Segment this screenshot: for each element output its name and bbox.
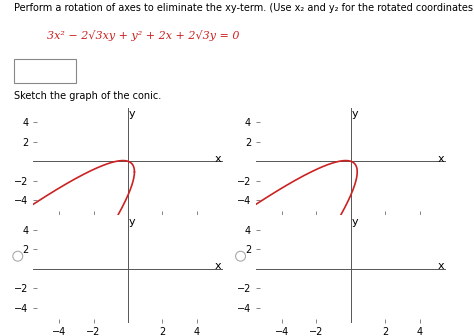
Text: y: y <box>129 110 136 120</box>
Text: Sketch the graph of the conic.: Sketch the graph of the conic. <box>14 91 162 101</box>
Bar <box>14 59 76 83</box>
Text: y: y <box>129 217 136 227</box>
Text: Perform a rotation of axes to eliminate the xy-term. (Use x₂ and y₂ for the rota: Perform a rotation of axes to eliminate … <box>14 3 474 13</box>
Text: y: y <box>352 110 358 120</box>
Text: x: x <box>437 154 444 164</box>
Text: x: x <box>214 154 221 164</box>
Text: x: x <box>214 261 221 271</box>
Text: x: x <box>437 261 444 271</box>
Text: 3x² − 2√3xy + y² + 2x + 2√3y = 0: 3x² − 2√3xy + y² + 2x + 2√3y = 0 <box>47 30 240 41</box>
Text: y: y <box>352 217 358 227</box>
